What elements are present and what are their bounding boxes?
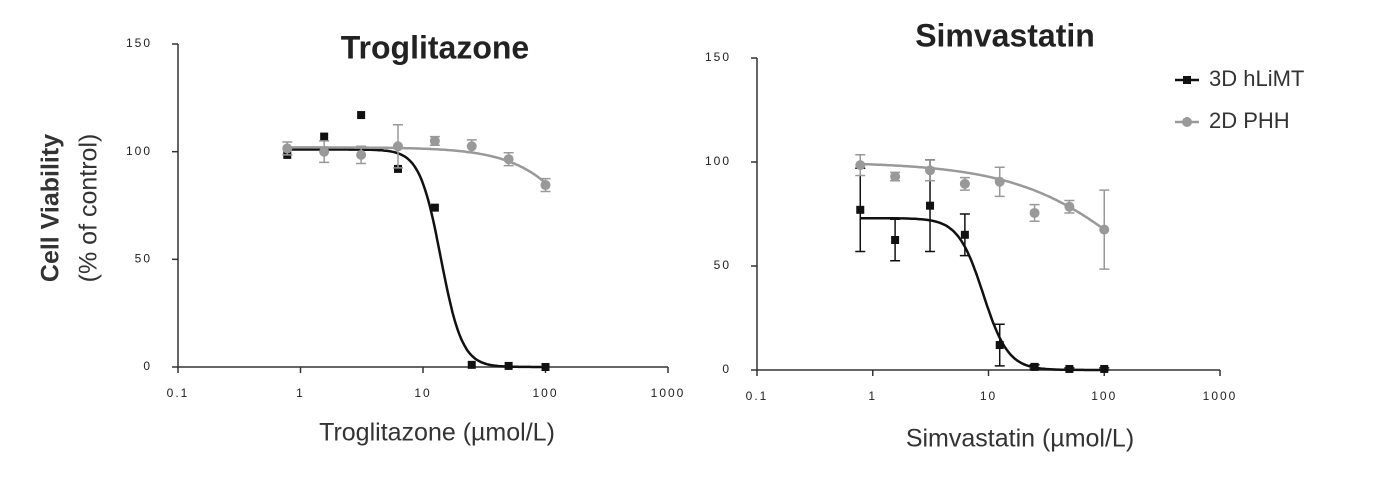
fit-curve — [287, 148, 546, 369]
chart-title: Troglitazone — [341, 29, 529, 65]
point — [503, 154, 514, 165]
point — [1030, 362, 1039, 371]
point — [925, 165, 936, 176]
x-tick-label: 1 — [296, 386, 305, 400]
point — [320, 132, 329, 141]
y-tick-label: 150 — [705, 50, 731, 64]
point — [541, 363, 550, 371]
y-tick-label: 150 — [126, 36, 152, 50]
point — [356, 149, 367, 160]
y-axis-label: Cell Viability — [37, 134, 65, 282]
fit-curve — [860, 216, 1105, 372]
point — [540, 180, 551, 191]
y-tick-label: 50 — [135, 252, 152, 266]
point — [1064, 201, 1075, 212]
point — [429, 135, 440, 146]
y-tick-label: 100 — [126, 144, 152, 158]
point — [430, 203, 439, 212]
point — [393, 164, 402, 173]
point — [1029, 207, 1040, 218]
point — [891, 236, 900, 244]
fit-curve — [287, 146, 547, 184]
legend-label: 2D PHH — [1209, 108, 1290, 133]
x-tick-label: 0.1 — [746, 389, 769, 403]
point — [1065, 364, 1074, 373]
x-tick-label: 1000 — [651, 386, 686, 400]
point — [1100, 364, 1109, 373]
point — [856, 205, 865, 214]
point — [960, 230, 969, 239]
point — [504, 361, 513, 370]
y-tick-label: 0 — [722, 362, 731, 376]
legend-marker — [1183, 76, 1191, 84]
point — [890, 171, 901, 182]
fit-curve — [860, 162, 1106, 231]
point — [994, 176, 1005, 187]
point — [319, 146, 330, 157]
point — [926, 201, 935, 210]
x-tick-label: 100 — [532, 386, 558, 400]
chart-title: Simvastatin — [915, 17, 1095, 53]
legend-marker — [1182, 117, 1192, 127]
point — [855, 160, 866, 171]
point — [466, 141, 477, 152]
y-tick-label: 100 — [705, 154, 731, 168]
x-tick-label: 100 — [1091, 389, 1117, 403]
x-tick-label: 0.1 — [167, 386, 190, 400]
x-axis-label: Simvastatin (µmol/L) — [906, 425, 1134, 453]
x-tick-label: 10 — [980, 389, 997, 403]
y-axis-label: (% of control) — [75, 134, 103, 283]
point — [467, 360, 476, 369]
x-axis-label: Troglitazone (µmol/L) — [319, 419, 555, 447]
point — [1099, 224, 1110, 235]
point — [995, 341, 1004, 350]
y-tick-label: 50 — [714, 258, 731, 272]
point — [392, 141, 403, 152]
point — [357, 111, 366, 120]
x-tick-label: 1000 — [1203, 389, 1238, 403]
x-tick-label: 1 — [868, 389, 877, 403]
y-tick-label: 0 — [143, 359, 152, 373]
x-tick-label: 10 — [414, 386, 431, 400]
legend-label: 3D hLiMT — [1209, 66, 1304, 91]
point — [959, 178, 970, 189]
point — [282, 143, 293, 154]
